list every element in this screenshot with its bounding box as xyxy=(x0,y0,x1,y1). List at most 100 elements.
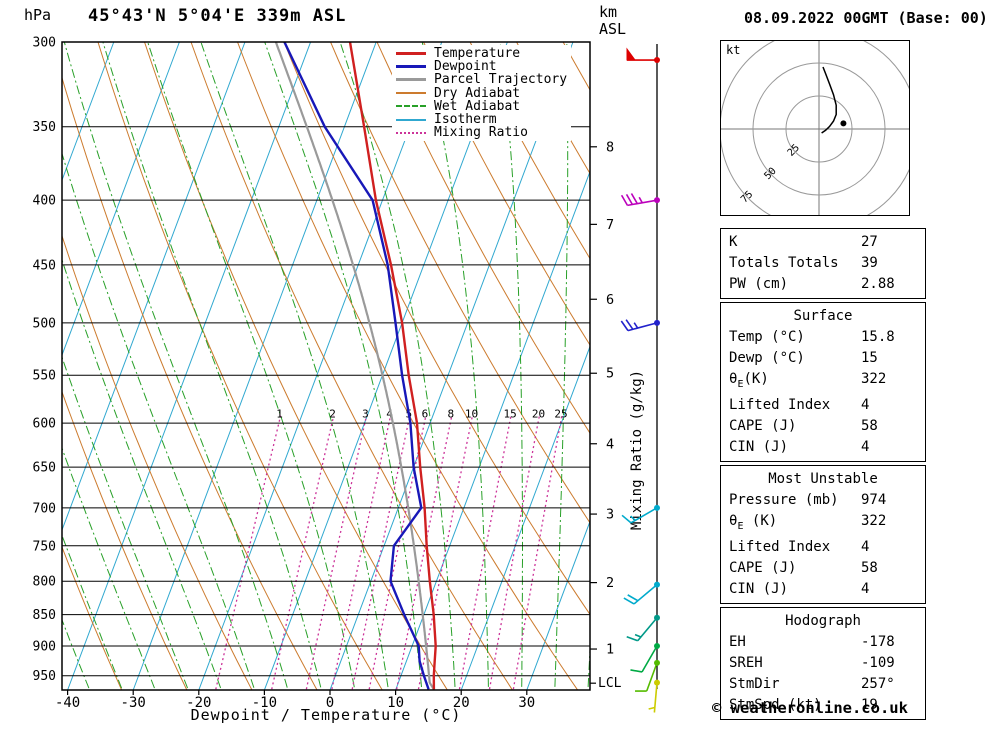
stat-label: θE(K) xyxy=(729,371,769,390)
km-tick-label: 8 xyxy=(606,139,614,155)
stat-row: Temp (°C) 15.8 xyxy=(729,327,917,348)
mixing-ratio-line xyxy=(417,415,474,690)
stat-value: -178 xyxy=(861,633,895,650)
stat-label: EH xyxy=(729,633,746,650)
stats-box-surface: Surface Temp (°C) 15.8 Dewp (°C) 15 θE(K) 322 L… xyxy=(720,302,926,462)
copyright: © weatheronline.co.uk xyxy=(712,699,908,717)
mixing-ratio-value-label: 3 xyxy=(362,407,369,420)
wet-adiabat-line xyxy=(554,42,569,690)
stat-row: EH -178 xyxy=(729,632,917,653)
stat-row: PW (cm) 2.88 xyxy=(729,274,917,295)
isotherm-line xyxy=(460,345,590,690)
pressure-tick-label: 650 xyxy=(33,461,56,476)
wind-barb xyxy=(626,47,660,64)
pressure-tick-label: 700 xyxy=(33,501,56,516)
legend-item: Isotherm xyxy=(396,113,567,126)
x-tick-label: -40 xyxy=(55,695,80,711)
stat-value: 4 xyxy=(861,580,870,597)
stat-value: 322 xyxy=(861,371,887,387)
stat-value: 58 xyxy=(861,559,878,576)
stats-box-title: Surface xyxy=(793,308,853,324)
dry-adiabat-line xyxy=(330,42,590,524)
stat-row: CIN (J) 4 xyxy=(729,579,917,600)
mixing-ratio-value-label: 25 xyxy=(554,407,567,420)
legend-item: Mixing Ratio xyxy=(396,126,567,139)
wet-adiabat-line xyxy=(421,42,490,690)
wind-barb xyxy=(648,679,660,713)
datetime-label: 08.09.2022 00GMT (Base: 00) xyxy=(744,9,988,27)
stat-value: 39 xyxy=(861,255,878,271)
stat-row: CIN (J) 4 xyxy=(729,437,917,458)
legend: Temperature Dewpoint Parcel Trajectory Dry … xyxy=(392,45,572,142)
stat-row: θE(K) 322 xyxy=(729,369,917,395)
stat-value: 322 xyxy=(861,512,887,529)
dry-adiabat-line xyxy=(97,42,383,690)
mixing-ratio-value-label: 15 xyxy=(504,407,517,420)
pressure-tick-label: 300 xyxy=(33,36,56,51)
hodograph-unit-label: kt xyxy=(726,43,741,57)
dry-adiabat-line xyxy=(236,42,579,690)
wind-barb xyxy=(621,504,660,524)
mixing-ratio-value-label: 1 xyxy=(276,407,283,420)
stat-value: 27 xyxy=(861,234,878,250)
legend-item: Wet Adiabat xyxy=(396,100,567,113)
wet-adiabat-line xyxy=(339,42,456,690)
pressure-tick-label: 450 xyxy=(33,258,56,273)
stat-label: K xyxy=(729,234,738,250)
dry-adiabat-line xyxy=(469,42,590,260)
km-tick-label: 2 xyxy=(606,575,614,591)
legend-swatch xyxy=(396,105,426,108)
stat-label: CIN (J) xyxy=(729,438,789,455)
altitude-axis-label: km ASL xyxy=(599,4,626,38)
wind-barb xyxy=(630,642,660,673)
wet-adiabat-line xyxy=(62,446,156,690)
stat-label: Totals Totals xyxy=(729,255,839,271)
plot-border xyxy=(61,41,591,691)
x-tick-label: -20 xyxy=(186,695,211,711)
pressure-tick-label: 750 xyxy=(33,539,56,554)
mixing-ratio-line xyxy=(214,415,282,690)
pressure-tick-label: 900 xyxy=(33,639,56,654)
x-axis-title: Dewpoint / Temperature (°C) xyxy=(190,706,462,724)
dry-adiabat-line xyxy=(376,42,590,435)
stat-value: 4 xyxy=(861,538,870,555)
legend-item: Parcel Trajectory xyxy=(396,73,567,86)
km-tick-label: 3 xyxy=(606,507,614,523)
stat-row: θE (K) 322 xyxy=(729,511,917,537)
stat-row: Lifted Index 4 xyxy=(729,537,917,558)
stat-row: CAPE (J) 58 xyxy=(729,416,917,437)
stat-label: CAPE (J) xyxy=(729,559,797,576)
hodograph-ring xyxy=(785,95,853,163)
stat-value: 4 xyxy=(861,438,870,455)
wind-barb xyxy=(620,193,660,207)
stat-label: Dewp (°C) xyxy=(729,350,805,366)
isotherm-line xyxy=(198,42,443,690)
mixing-ratio-value-label: 2 xyxy=(329,407,336,420)
isotherm-line xyxy=(132,42,377,690)
wet-adiabat-line xyxy=(62,618,91,690)
stat-value: -109 xyxy=(861,654,895,671)
isotherm-line xyxy=(62,42,246,532)
wind-barb-column xyxy=(620,44,660,713)
dry-adiabat-line xyxy=(62,76,318,690)
stats-tables: K 27 Totals Totals 39 PW (cm) 2.88 Surface Temp… xyxy=(720,228,926,723)
legend-label: Mixing Ratio xyxy=(434,125,528,141)
stat-row: Dewp (°C) 15 xyxy=(729,348,917,369)
sounding-curves xyxy=(274,42,437,690)
stat-label: PW (cm) xyxy=(729,276,789,292)
isotherm-line xyxy=(395,170,590,690)
stat-row: StmSpd (kt) 19 xyxy=(729,695,917,716)
stat-value: 4 xyxy=(861,396,870,413)
dry-adiabat-line xyxy=(62,234,253,690)
pressure-tick-label: 850 xyxy=(33,608,56,623)
km-tick-label: 6 xyxy=(606,292,614,308)
km-tick-label: 4 xyxy=(606,436,614,452)
stat-label: SREH xyxy=(729,654,763,671)
mixing-ratio-value-label: 20 xyxy=(532,407,545,420)
stats-box-most_unstable: Most Unstable Pressure (mb) 974 θE (K) 322 Li… xyxy=(720,464,926,604)
stat-label: StmSpd (kt) xyxy=(729,696,822,713)
pressure-tick-label: 550 xyxy=(33,369,56,384)
x-tick-label: 20 xyxy=(453,695,470,711)
legend-swatch xyxy=(396,131,426,134)
